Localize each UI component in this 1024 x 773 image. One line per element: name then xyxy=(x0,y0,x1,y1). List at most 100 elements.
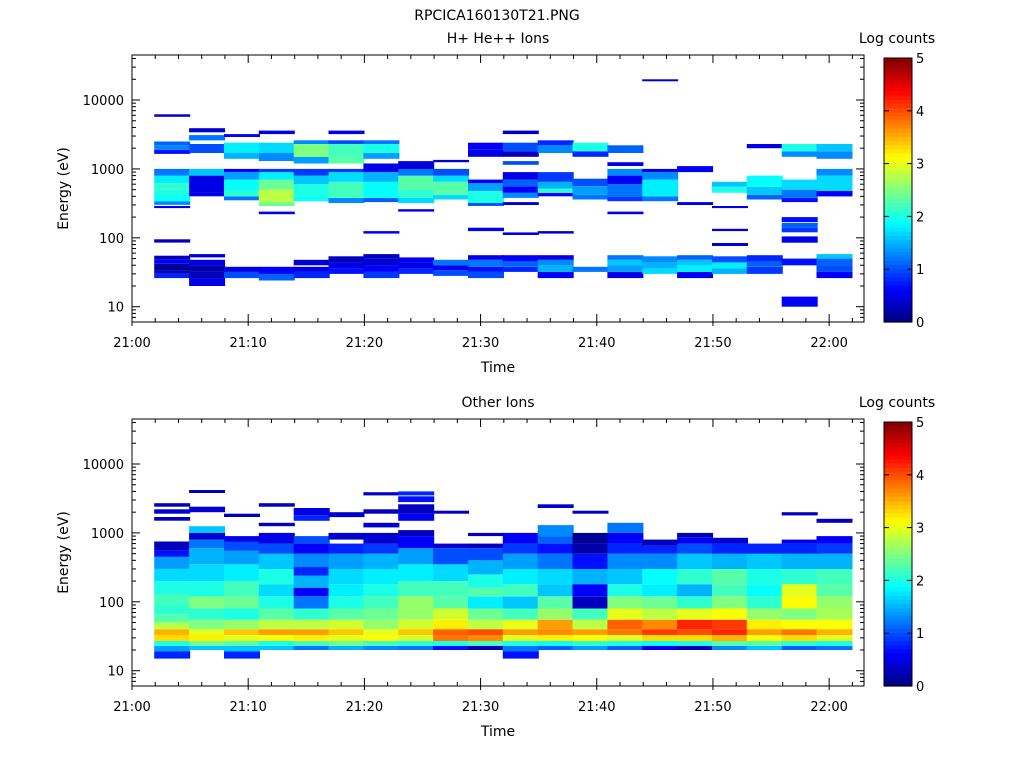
heatmap-cell xyxy=(189,548,226,565)
heatmap-cell xyxy=(607,568,644,585)
heatmap-cell xyxy=(642,539,679,546)
heatmap-cell xyxy=(502,553,539,569)
heatmap-cell xyxy=(154,206,191,209)
heatmap-cell xyxy=(258,635,295,641)
heatmap-cell xyxy=(781,608,818,620)
heatmap-cell xyxy=(572,186,609,195)
heatmap-cell xyxy=(537,536,574,544)
colorbar-swatch xyxy=(884,504,912,510)
heatmap-cell xyxy=(189,192,226,197)
heatmap-cell xyxy=(572,543,609,554)
x-tick-label: 21:40 xyxy=(578,336,615,351)
heatmap-cell xyxy=(224,635,260,641)
heatmap-cell xyxy=(224,608,260,620)
colorbar-tick-label: 0 xyxy=(916,316,924,331)
heatmap-cell xyxy=(154,168,191,176)
heatmap-cell xyxy=(537,543,574,554)
heatmap-cell xyxy=(677,202,714,205)
heatmap-cell xyxy=(398,197,435,203)
colorbar-swatch xyxy=(884,529,912,534)
x-axis-label: Time xyxy=(480,724,515,740)
heatmap-cell xyxy=(328,181,365,198)
heatmap-cell xyxy=(642,545,679,554)
heatmap-cell xyxy=(328,608,365,620)
heatmap-cell xyxy=(781,151,818,157)
heatmap-cell xyxy=(712,635,748,641)
heatmap-cell xyxy=(293,587,330,597)
heatmap-cell xyxy=(189,645,226,650)
y-tick-label: 1000 xyxy=(91,163,124,178)
heatmap-cell xyxy=(712,608,748,620)
heatmap-cell xyxy=(433,596,470,609)
colorbar-swatch xyxy=(884,289,912,294)
heatmap-cell xyxy=(677,619,714,630)
heatmap-cell xyxy=(537,641,574,646)
heatmap-cell xyxy=(293,543,330,554)
heatmap-cell xyxy=(781,296,818,307)
heatmap-cell xyxy=(677,271,714,279)
heatmap-cell xyxy=(224,153,260,159)
heatmap-cell xyxy=(746,635,783,641)
heatmap-cell xyxy=(537,645,574,650)
heatmap-cells xyxy=(154,79,853,307)
x-axis: 21:00 21:10 21:20 21:30 21:40 21:50 22:00 xyxy=(113,55,853,351)
heatmap-cell xyxy=(363,553,400,569)
colorbar-swatch xyxy=(884,239,912,245)
heatmap-cell xyxy=(293,641,330,646)
colorbar-swatch xyxy=(884,587,912,592)
heatmap-cell xyxy=(363,231,400,234)
heatmap-cell xyxy=(642,629,679,635)
heatmap-cell xyxy=(328,635,365,641)
colorbar-tick-label: 4 xyxy=(916,105,924,120)
heatmap-cell xyxy=(293,553,330,568)
heatmap-cell xyxy=(537,608,574,620)
heatmap-cell xyxy=(572,532,609,544)
heatmap-cell xyxy=(189,168,226,176)
heatmap-cell xyxy=(189,532,226,540)
heatmap-cell xyxy=(677,635,714,641)
heatmap-cell xyxy=(154,239,191,243)
heatmap-cell xyxy=(433,259,470,266)
colorbar-swatch xyxy=(884,107,912,113)
heatmap-cell xyxy=(328,641,365,646)
heatmap-cell xyxy=(328,262,365,269)
heatmap-cell xyxy=(468,574,504,588)
colorbar-swatch xyxy=(884,251,912,257)
heatmap-cell xyxy=(468,227,504,232)
heatmap-cell xyxy=(607,211,644,215)
heatmap-cell xyxy=(189,135,226,141)
colorbar-swatch xyxy=(884,119,912,125)
heatmap-cell xyxy=(398,635,435,641)
heatmap-cell xyxy=(468,543,504,549)
heatmap-cell xyxy=(293,629,330,635)
heatmap-cells xyxy=(154,490,853,659)
heatmap-cell xyxy=(712,619,748,630)
colorbar-frame xyxy=(883,421,913,687)
heatmap-cell xyxy=(363,619,400,630)
heatmap-cell xyxy=(746,584,783,597)
heatmap-cell xyxy=(746,543,783,554)
heatmap-cell xyxy=(502,641,539,646)
colorbar-swatch xyxy=(884,570,912,576)
heatmap-cell xyxy=(363,522,400,528)
heatmap-cell xyxy=(781,179,818,190)
colorbar-swatch xyxy=(884,492,912,497)
heatmap-cell xyxy=(293,635,330,641)
heatmap-cell xyxy=(607,196,644,202)
heatmap-cell xyxy=(258,629,295,635)
heatmap-cell xyxy=(607,145,644,153)
heatmap-cell xyxy=(468,271,504,279)
heatmap-cell xyxy=(816,168,853,176)
heatmap-cell xyxy=(328,645,365,650)
heatmap-cell xyxy=(328,130,365,135)
heatmap-cell xyxy=(398,209,435,212)
colorbar-label: Log counts xyxy=(859,31,935,47)
heatmap-cell xyxy=(154,503,191,507)
heatmap-cell xyxy=(781,619,818,630)
colorbar-swatch xyxy=(884,74,912,80)
heatmap-cell xyxy=(258,202,295,206)
heatmap-cell xyxy=(328,268,365,274)
heatmap-cell xyxy=(189,619,226,630)
heatmap-cell xyxy=(154,651,191,659)
